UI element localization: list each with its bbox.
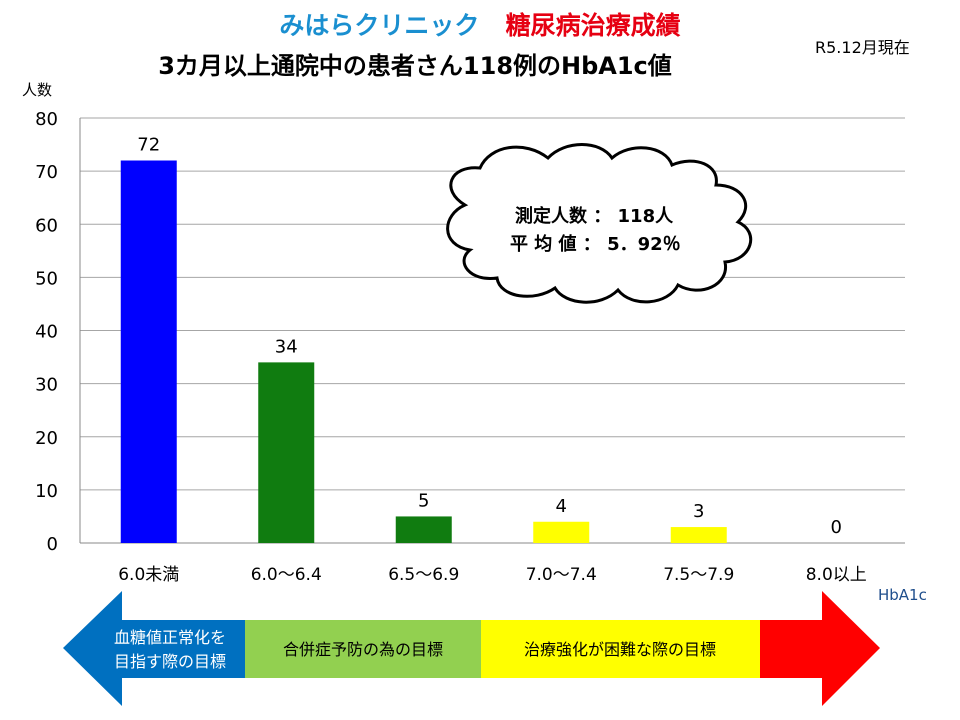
y-axis-label: 人数 xyxy=(22,81,52,99)
arrow-band-green xyxy=(245,620,481,678)
y-tick-label: 40 xyxy=(35,322,58,343)
y-tick-label: 70 xyxy=(35,162,58,183)
y-tick-label: 80 xyxy=(35,109,58,130)
bar-value-label: 34 xyxy=(275,336,298,357)
bars xyxy=(120,160,727,543)
right-goal-label: 治療強化が困難な際の目標 xyxy=(524,640,716,659)
x-tick-label: 8.0以上 xyxy=(806,565,867,585)
bar-value-label: 72 xyxy=(137,135,160,156)
chart-subtitle: 3カ月以上通院中の患者さん118例のHbA1c値 xyxy=(158,52,672,80)
chart-title: みはらクリニック 糖尿病治療成績 xyxy=(0,6,960,42)
x-tick-label: 6.0未満 xyxy=(118,565,179,585)
bar-value-label: 0 xyxy=(831,517,842,538)
y-tick-label: 60 xyxy=(35,215,58,236)
summary-callout xyxy=(446,143,753,304)
arrow-band-yellow xyxy=(481,620,760,678)
y-tick-label: 30 xyxy=(35,375,58,396)
target-range-arrow xyxy=(63,591,880,706)
x-axis-label: HbA1c xyxy=(878,586,927,604)
arrow-head-right xyxy=(760,591,880,706)
left-goal-label-line1: 血糖値正常化を xyxy=(114,628,226,647)
x-tick-label: 7.5〜7.9 xyxy=(663,565,734,585)
y-tick-label: 10 xyxy=(35,481,58,502)
data-labels: 72 34 5 4 3 0 xyxy=(137,135,842,539)
bar xyxy=(258,362,315,543)
bar-value-label: 5 xyxy=(418,490,429,511)
x-tick-label: 6.5〜6.9 xyxy=(388,565,459,585)
bar xyxy=(120,160,177,543)
bar-value-label: 3 xyxy=(693,501,704,522)
callout-count-text: 測定人数 ： 118人 xyxy=(515,205,674,227)
y-tick-label: 0 xyxy=(47,534,58,555)
y-tick-label: 50 xyxy=(35,268,58,289)
bar xyxy=(670,527,727,543)
middle-goal-label: 合併症予防の為の目標 xyxy=(283,640,443,659)
clinic-name: みはらクリニック xyxy=(279,11,480,40)
y-tick-label: 20 xyxy=(35,428,58,449)
x-tick-label: 6.0〜6.4 xyxy=(251,565,322,585)
as-of-date: R5.12月現在 xyxy=(815,38,910,57)
left-goal-label-line2: 目指す際の目標 xyxy=(114,652,226,671)
y-tick-labels: 0 10 20 30 40 50 60 70 80 xyxy=(35,109,58,555)
bar-value-label: 4 xyxy=(556,496,567,517)
callout-average-text: 平 均 値 ： 5．92％ xyxy=(510,233,681,255)
results-title: 糖尿病治療成績 xyxy=(505,11,681,40)
x-tick-labels: 6.0未満 6.0〜6.4 6.5〜6.9 7.0〜7.4 7.5〜7.9 8.0以上 xyxy=(118,565,867,585)
x-tick-label: 7.0〜7.4 xyxy=(526,565,597,585)
bar xyxy=(395,516,452,543)
arrow-head-left xyxy=(63,591,245,706)
bar xyxy=(533,521,590,543)
